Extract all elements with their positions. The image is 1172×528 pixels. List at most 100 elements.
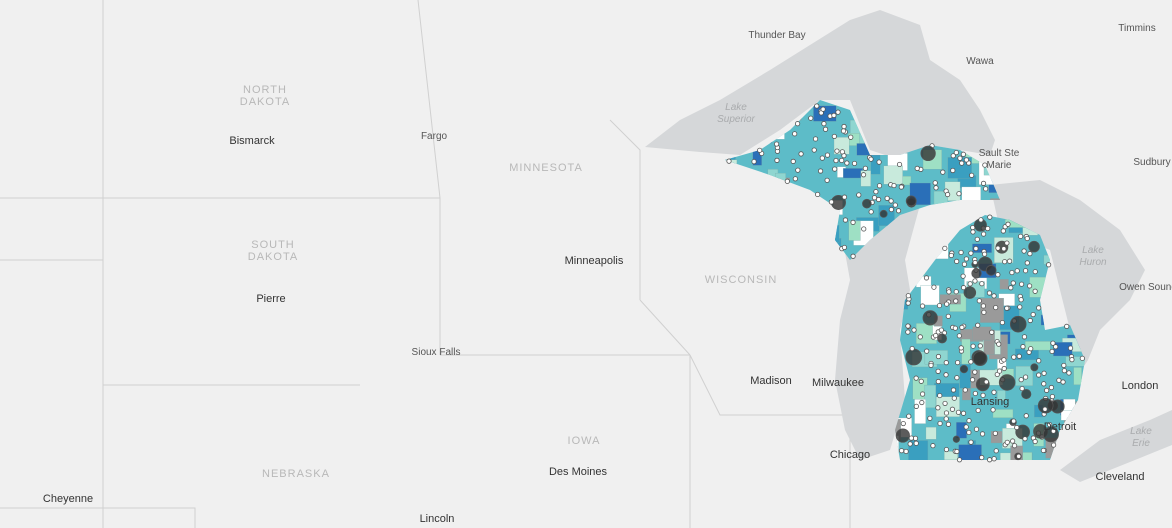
point <box>1079 355 1085 361</box>
point <box>959 160 965 166</box>
point <box>824 152 831 158</box>
point <box>841 194 848 200</box>
point <box>946 289 952 295</box>
point <box>815 191 821 198</box>
point <box>1001 246 1007 252</box>
point <box>960 285 967 291</box>
point <box>995 245 1001 251</box>
point <box>841 244 848 251</box>
point <box>861 226 867 232</box>
point <box>1002 259 1008 265</box>
point <box>966 429 972 436</box>
label-line: Milwaukee <box>812 377 864 389</box>
point <box>956 191 962 197</box>
point <box>943 416 949 422</box>
place-label: Sault Ste Marie <box>979 148 1020 171</box>
place-label: MINNESOTA <box>509 162 583 174</box>
point <box>811 147 817 153</box>
point <box>953 150 959 156</box>
point <box>905 300 911 306</box>
point <box>944 301 950 307</box>
point <box>999 319 1005 326</box>
point <box>996 341 1002 347</box>
point <box>905 348 923 366</box>
point <box>891 182 897 189</box>
label-line: Wawa <box>966 56 994 67</box>
point <box>1010 280 1016 286</box>
point <box>1023 413 1029 419</box>
label-line: DAKOTA <box>240 96 290 108</box>
label-line: London <box>1122 380 1159 392</box>
point <box>1032 269 1038 275</box>
county <box>843 168 863 179</box>
point <box>1053 344 1059 350</box>
point <box>1030 363 1039 372</box>
point <box>1060 379 1066 385</box>
point <box>844 160 850 166</box>
county <box>944 451 958 460</box>
point <box>933 185 939 191</box>
point <box>963 424 969 430</box>
label-line: Sioux Falls <box>412 347 461 358</box>
label-line: Chicago <box>830 449 870 461</box>
label-line: Huron <box>1079 257 1107 268</box>
point <box>1022 268 1029 274</box>
point <box>938 327 944 333</box>
point <box>980 231 987 237</box>
point <box>919 399 925 406</box>
point <box>931 284 937 290</box>
point <box>821 121 827 127</box>
point <box>920 145 936 162</box>
point <box>1019 385 1025 392</box>
point <box>954 258 960 264</box>
county <box>956 422 967 439</box>
point <box>868 209 874 215</box>
point <box>923 275 930 281</box>
point <box>1018 297 1024 303</box>
point <box>995 272 1001 278</box>
point <box>1050 340 1056 346</box>
point <box>1050 428 1057 434</box>
label-line: Lansing <box>971 396 1010 408</box>
point <box>956 457 963 463</box>
point <box>918 378 924 384</box>
label-line: Lake <box>1082 245 1104 256</box>
point <box>1020 344 1026 350</box>
point <box>888 198 894 204</box>
water <box>645 10 1172 482</box>
point <box>1018 377 1024 383</box>
point <box>817 168 824 174</box>
point <box>1061 368 1067 374</box>
point <box>968 250 974 256</box>
point <box>898 448 905 454</box>
point <box>963 286 977 299</box>
label-line: NORTH <box>243 84 287 96</box>
point <box>792 131 798 137</box>
point <box>991 293 997 299</box>
point <box>1018 233 1024 239</box>
point <box>966 418 972 424</box>
point <box>969 377 976 383</box>
point <box>922 310 938 326</box>
point <box>1001 365 1007 372</box>
point <box>1011 443 1018 449</box>
point <box>1069 357 1075 363</box>
point <box>1009 315 1027 333</box>
place-label: Timmins <box>1118 23 1155 34</box>
label-line: Cheyenne <box>43 493 93 505</box>
county <box>924 384 937 408</box>
place-label: IOWA <box>568 435 601 447</box>
point <box>1000 228 1006 234</box>
county <box>972 326 992 341</box>
point <box>850 253 856 259</box>
point <box>833 157 839 164</box>
point <box>953 289 959 295</box>
point <box>1028 346 1034 352</box>
place-label: Madison <box>750 375 792 387</box>
point <box>871 195 878 201</box>
point <box>913 440 919 446</box>
point <box>933 332 939 339</box>
point <box>956 333 962 339</box>
point <box>1005 221 1011 227</box>
